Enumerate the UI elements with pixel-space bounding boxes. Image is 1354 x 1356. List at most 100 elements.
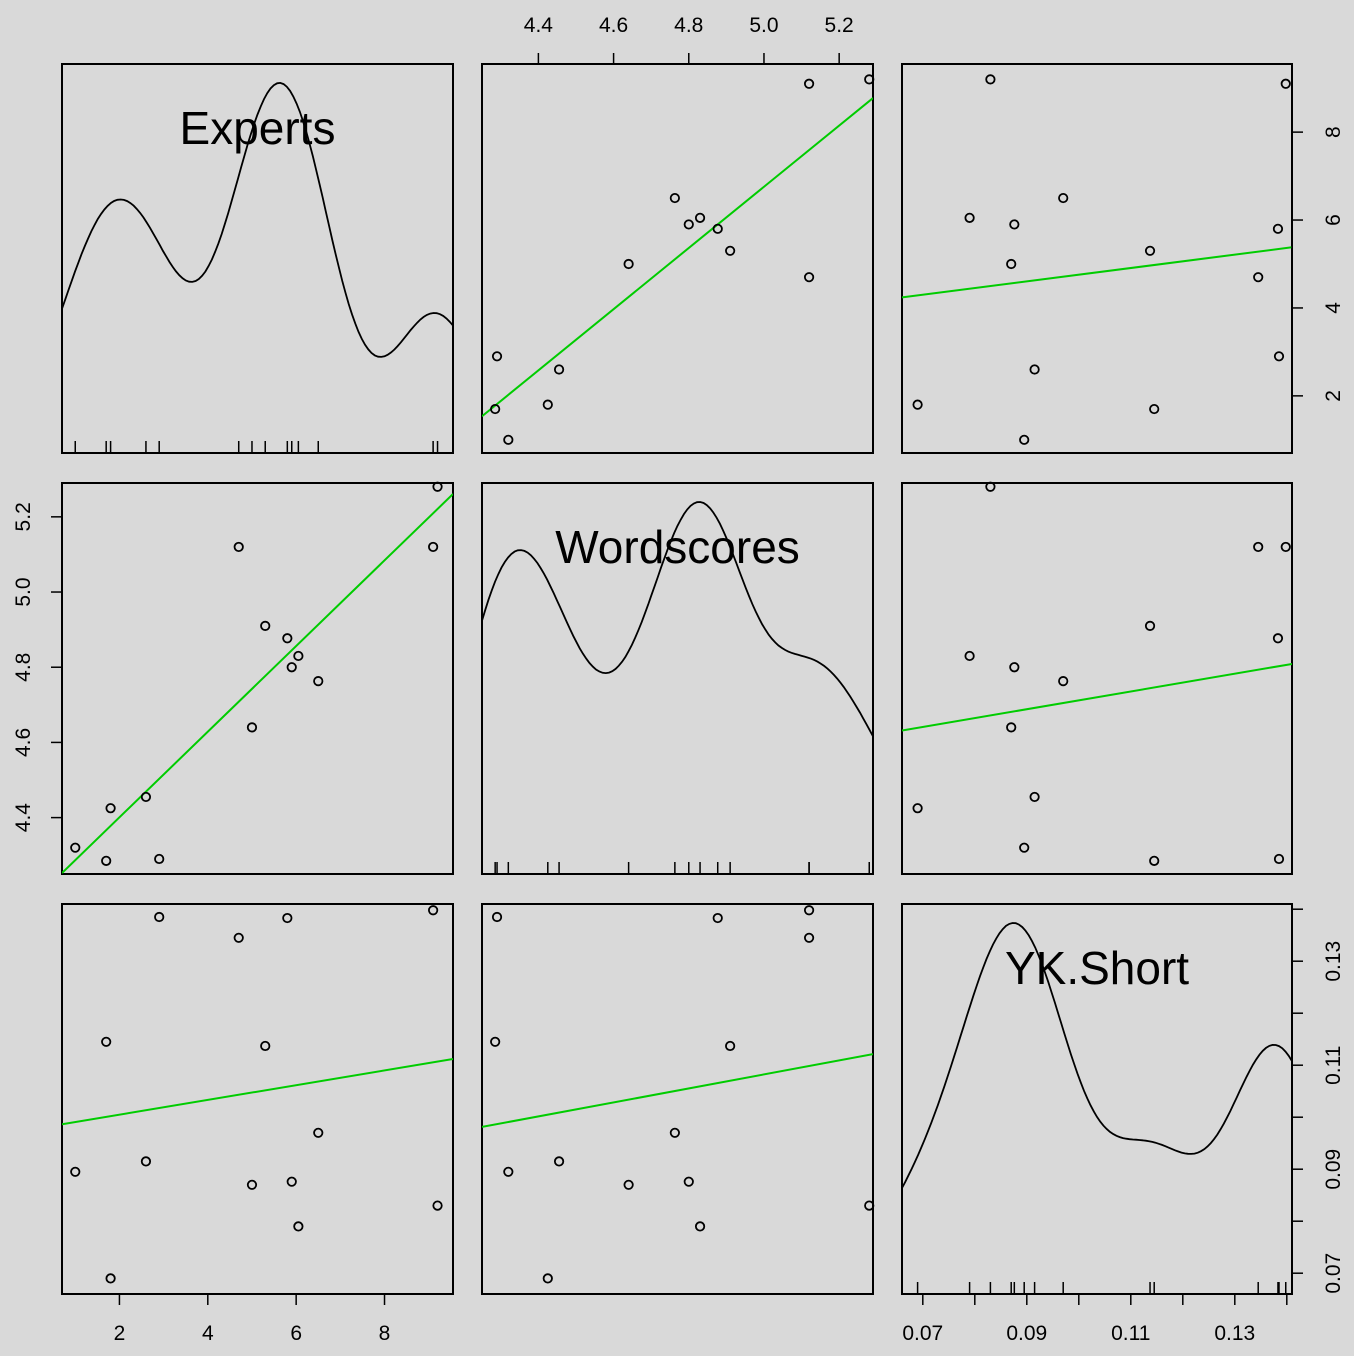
data-point — [282, 633, 293, 644]
data-point — [553, 1156, 565, 1167]
data-point — [1280, 78, 1291, 89]
y-tick-label: 4.8 — [12, 653, 35, 682]
data-point — [725, 245, 736, 256]
data-point — [490, 403, 501, 415]
data-point — [1253, 272, 1264, 283]
data-point — [293, 1221, 304, 1232]
panel-frame — [901, 63, 1293, 454]
y-tick-label: 4 — [1322, 302, 1345, 314]
panel-YK.Short-vs-Experts — [61, 903, 454, 1295]
data-point — [286, 1176, 297, 1187]
data-point — [1149, 403, 1160, 415]
panel-frame — [481, 63, 874, 454]
data-point — [1019, 434, 1030, 445]
data-point — [1029, 364, 1040, 375]
panel-frame — [61, 63, 454, 454]
diagonal-label: Wordscores — [555, 521, 800, 573]
data-point — [669, 1127, 680, 1138]
data-point — [428, 541, 439, 553]
data-point — [912, 803, 923, 814]
data-point — [140, 791, 152, 803]
panel-frame — [481, 903, 874, 1295]
x-tick-label: 4 — [202, 1322, 214, 1345]
data-point — [313, 1127, 324, 1138]
data-point — [105, 803, 116, 814]
data-point — [503, 434, 514, 445]
x-tick-label: 4.8 — [674, 14, 703, 37]
data-point — [101, 1036, 112, 1047]
data-point — [964, 212, 975, 223]
x-tick-label: 0.09 — [1006, 1322, 1047, 1345]
panel-Wordscores-vs-YK.Short — [901, 481, 1293, 875]
data-point — [1253, 541, 1264, 553]
data-point — [491, 911, 503, 923]
data-point — [1280, 541, 1291, 553]
data-point — [1009, 662, 1020, 673]
data-point — [864, 1200, 875, 1211]
data-point — [803, 905, 815, 916]
data-point — [260, 620, 271, 631]
data-point — [70, 1166, 81, 1177]
data-point — [140, 1156, 152, 1167]
data-point — [432, 1200, 443, 1211]
y-tick-label: 4.6 — [12, 728, 35, 757]
panel-YK.Short-vs-YK.Short: YK.Short — [901, 903, 1293, 1295]
data-point — [286, 662, 297, 673]
panel-frame — [61, 903, 454, 1295]
data-point — [154, 911, 165, 923]
data-point — [1009, 219, 1020, 230]
data-point — [725, 1040, 736, 1052]
y-tick-label: 5.2 — [12, 502, 35, 531]
data-point — [683, 219, 694, 230]
data-point — [491, 351, 503, 362]
fit-line — [62, 1058, 453, 1126]
y-tick-label: 0.11 — [1322, 1046, 1345, 1085]
data-point — [864, 74, 875, 85]
data-point — [803, 932, 815, 943]
data-point — [1006, 258, 1017, 270]
y-tick-label: 2 — [1322, 390, 1345, 402]
data-point — [70, 842, 81, 853]
panel-Experts-vs-Wordscores — [481, 63, 875, 454]
x-tick-label: 0.11 — [1111, 1322, 1150, 1345]
panel-Experts-vs-YK.Short — [901, 63, 1293, 454]
data-point — [803, 78, 815, 89]
diagonal-label: YK.Short — [1005, 942, 1189, 994]
fit-line — [902, 662, 1292, 732]
data-point — [246, 1179, 258, 1190]
data-point — [542, 1273, 553, 1284]
data-point — [490, 1036, 501, 1047]
data-point — [669, 192, 680, 204]
x-tick-label: 2 — [114, 1322, 126, 1345]
fit-line — [62, 493, 453, 874]
data-point — [503, 1166, 514, 1177]
data-point — [282, 912, 293, 924]
data-point — [1272, 633, 1284, 644]
data-point — [313, 676, 324, 687]
x-tick-label: 4.4 — [524, 14, 554, 37]
y-tick-label: 8 — [1322, 126, 1345, 138]
data-point — [683, 1176, 694, 1187]
data-point — [712, 223, 723, 234]
panel-Experts-vs-Experts: Experts — [61, 63, 454, 454]
data-point — [1006, 722, 1017, 733]
data-point — [1144, 245, 1156, 256]
data-point — [233, 541, 244, 553]
y-tick-label: 0.13 — [1322, 941, 1345, 982]
data-point — [432, 481, 443, 492]
data-point — [105, 1273, 116, 1284]
data-point — [428, 905, 439, 916]
data-point — [623, 1179, 634, 1190]
fit-line — [482, 97, 873, 418]
data-point — [1019, 842, 1030, 853]
data-point — [1272, 223, 1284, 234]
data-point — [1029, 791, 1040, 803]
panel-Wordscores-vs-Experts — [61, 481, 454, 875]
data-point — [694, 1221, 706, 1232]
data-point — [1273, 351, 1285, 362]
density-curve-Experts — [61, 81, 454, 358]
x-tick-label: 0.07 — [902, 1322, 943, 1345]
data-point — [293, 650, 304, 662]
